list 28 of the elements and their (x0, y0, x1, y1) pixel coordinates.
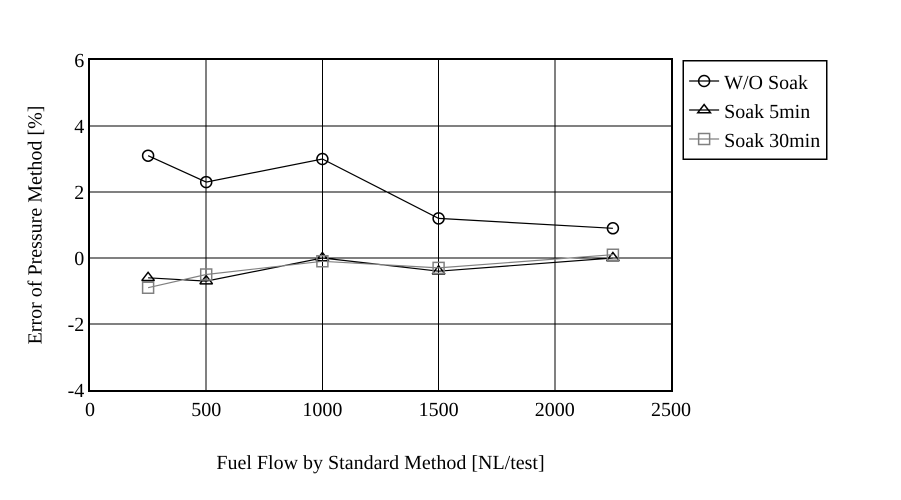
point (606, 248, 620, 261)
y-axis-title: Error of Pressure Method [%] (24, 106, 47, 344)
x-axis-title: Fuel Flow by Standard Method [NL/test] (216, 452, 545, 474)
y-tick-label: 6 (74, 50, 84, 72)
point (142, 149, 154, 162)
point (432, 264, 446, 275)
point (316, 255, 329, 268)
x-tick-label: 2500 (651, 398, 691, 421)
point (200, 176, 212, 188)
y-tick-label: -4 (68, 380, 84, 402)
point (606, 222, 620, 235)
x-tick-label: 1500 (418, 398, 459, 421)
y-tick-label: -2 (68, 314, 84, 336)
x-tick-label: 1000 (302, 398, 342, 421)
point (142, 281, 154, 294)
y-tick-label: 0 (74, 248, 84, 270)
legend-label: Soak 5min (724, 100, 810, 123)
y-tick-label: 2 (74, 182, 84, 204)
x-tick-label: 500 (191, 398, 222, 421)
legend-label: Soak 30min (724, 130, 820, 152)
point (200, 268, 212, 281)
point (432, 262, 445, 274)
legend-label: W/O Soak (724, 72, 808, 94)
point (316, 152, 329, 166)
x-tick-label: 2000 (534, 398, 575, 421)
point (199, 274, 214, 285)
point (432, 212, 445, 225)
y-tick-label: 4 (74, 116, 84, 138)
